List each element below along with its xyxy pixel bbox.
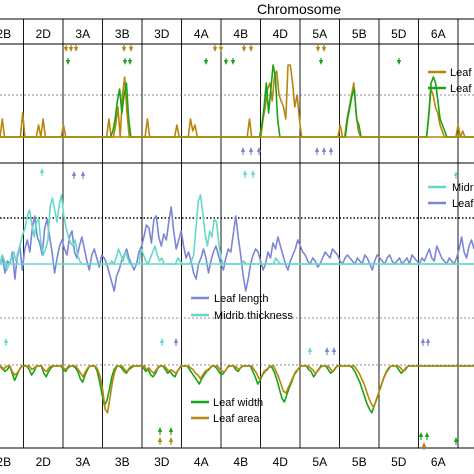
chromosome-labels-top: 2B 2D 3A 3B 3D 4A 4B 4D 5A 5B 5D 6A <box>0 27 446 41</box>
legend-bottom-leaf-area-label: Leaf area <box>213 413 260 425</box>
arrow-top-0 <box>63 45 69 52</box>
arrow-lowmid-0 <box>3 338 9 346</box>
arrow-top-14 <box>248 45 254 52</box>
chrom-label-bottom-4d: 4D <box>273 455 289 469</box>
arrow-top-3 <box>65 58 71 65</box>
arrow-top-7 <box>127 58 133 65</box>
legend-middle-center: Leaf length Midrib thickness <box>191 293 293 322</box>
arrow-top-6 <box>122 58 128 65</box>
arrow-bottom-1 <box>168 427 174 435</box>
legend-mid-midrib-label: Midrib thickness <box>452 182 474 194</box>
arrow-lowmid-2 <box>173 338 179 346</box>
legend-middle-right: Midrib thickness Leaf length <box>428 182 474 210</box>
chrom-label-top-3b: 3B <box>115 27 130 41</box>
chrom-label-top-4d: 4D <box>273 27 289 41</box>
series-bottom-leaf-area <box>0 365 474 414</box>
arrow-top-4 <box>121 45 127 52</box>
chrom-label-bottom-3d: 3D <box>154 455 170 469</box>
chrom-label-top-4b: 4B <box>233 27 248 41</box>
arrow-bottom-2 <box>157 437 163 445</box>
arrow-top-13 <box>241 45 247 52</box>
qtl-arrows <box>3 45 459 450</box>
arrow-lowmid-4 <box>324 347 330 355</box>
arrow-mid-6 <box>242 170 248 178</box>
chrom-label-top-5a: 5A <box>312 27 327 41</box>
arrow-bottom-5 <box>424 432 430 440</box>
chrom-label-bottom-2b: 2B <box>0 455 11 469</box>
arrow-lowmid-6 <box>420 338 426 346</box>
arrow-mid-2 <box>80 171 86 179</box>
chrom-label-bottom-5a: 5A <box>312 455 327 469</box>
arrow-mid-11 <box>453 171 459 179</box>
arrow-mid-9 <box>321 147 327 155</box>
arrow-bottom-6 <box>421 442 427 450</box>
arrow-mid-8 <box>314 147 320 155</box>
legend-top: Leaf area Leaf width <box>428 67 474 95</box>
legend-bottom-leaf-width-label: Leaf width <box>213 397 263 409</box>
arrow-top-17 <box>318 58 324 65</box>
chrom-label-bottom-3b: 3B <box>115 455 130 469</box>
legend-top-leaf-width-label: Leaf width <box>450 83 474 95</box>
chrom-label-top-2b: 2B <box>0 27 11 41</box>
chromosome-labels-bottom: 2B 2D 3A 3B 3D 4A 4B 4D 5A 5B 5D 6A <box>0 455 446 469</box>
arrow-mid-10 <box>328 147 334 155</box>
arrow-top-9 <box>218 45 224 52</box>
arrow-mid-4 <box>248 147 254 155</box>
arrow-bottom-3 <box>168 437 174 445</box>
chrom-label-top-5b: 5B <box>352 27 367 41</box>
arrow-top-10 <box>203 58 209 65</box>
arrow-top-11 <box>223 58 229 65</box>
chrom-label-bottom-3a: 3A <box>75 455 90 469</box>
legend-top-leaf-area-label: Leaf area <box>450 67 474 79</box>
chrom-label-bottom-4a: 4A <box>194 455 209 469</box>
chromosome-separators <box>23 19 459 448</box>
arrow-top-5 <box>128 45 134 52</box>
chrom-label-top-6a: 6A <box>431 27 446 41</box>
arrow-lowmid-1 <box>159 338 165 346</box>
chrom-label-top-2d: 2D <box>36 27 52 41</box>
arrow-mid-1 <box>71 171 77 179</box>
chrom-label-top-3a: 3A <box>75 27 90 41</box>
arrow-lowmid-7 <box>425 338 431 346</box>
arrow-top-16 <box>321 45 327 52</box>
chrom-label-bottom-5d: 5D <box>391 455 407 469</box>
arrow-bottom-0 <box>157 427 163 435</box>
arrow-bottom-7 <box>453 437 459 445</box>
arrow-mid-7 <box>250 170 256 178</box>
arrow-top-12 <box>230 58 236 65</box>
chrom-label-top-3d: 3D <box>154 27 170 41</box>
chart-title: Chromosome <box>257 1 341 17</box>
chrom-label-top-4a: 4A <box>194 27 209 41</box>
series-layer <box>0 64 474 414</box>
arrow-top-15 <box>315 45 321 52</box>
legend-mc-midrib-label: Midrib thickness <box>214 310 293 322</box>
arrow-top-2 <box>73 45 79 52</box>
legend-bottom: Leaf width Leaf area <box>191 397 263 425</box>
arrow-mid-5 <box>256 147 262 155</box>
arrow-mid-0 <box>39 168 45 176</box>
legend-mc-length-label: Leaf length <box>214 293 268 305</box>
arrow-top-1 <box>68 45 74 52</box>
chrom-label-bottom-2d: 2D <box>36 455 52 469</box>
arrow-lowmid-3 <box>307 347 313 355</box>
arrow-bottom-4 <box>418 432 424 440</box>
chrom-label-bottom-4b: 4B <box>233 455 248 469</box>
arrow-top-18 <box>396 58 402 65</box>
arrow-lowmid-5 <box>331 347 337 355</box>
legend-mid-length-label: Leaf length <box>452 198 474 210</box>
chrom-label-bottom-5b: 5B <box>352 455 367 469</box>
chrom-label-top-5d: 5D <box>391 27 407 41</box>
chrom-label-bottom-6a: 6A <box>431 455 446 469</box>
arrow-top-8 <box>212 45 218 52</box>
arrow-mid-3 <box>240 147 246 155</box>
